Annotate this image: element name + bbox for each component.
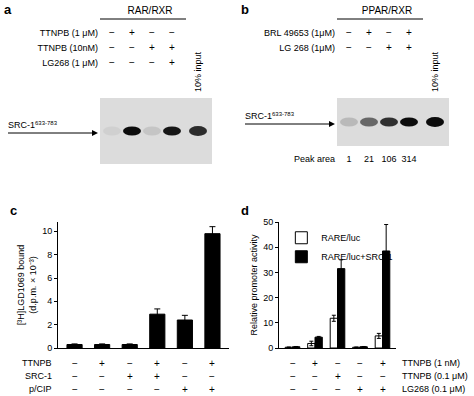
svg-text:SRC-1633-783: SRC-1633-783 [8,120,58,130]
svg-text:21: 21 [364,154,374,164]
svg-text:+: + [169,42,175,53]
svg-text:0: 0 [47,343,52,353]
svg-text:−: − [129,42,135,53]
svg-text:c: c [10,203,17,218]
svg-text:6: 6 [47,273,52,283]
svg-text:−: − [357,371,363,382]
svg-text:−: − [346,42,352,53]
svg-text:314: 314 [401,154,416,164]
svg-text:RARE/luc: RARE/luc [321,233,361,243]
svg-text:BRL 49653 (1μM): BRL 49653 (1μM) [264,28,335,38]
svg-text:−: − [182,371,188,382]
svg-text:SRC-1633-783: SRC-1633-783 [245,111,295,121]
svg-text:+: + [149,42,155,53]
svg-text:30: 30 [263,268,273,278]
svg-text:LG 268 (1μM): LG 268 (1μM) [279,43,335,53]
svg-text:−: − [290,371,296,382]
svg-text:−: − [312,384,318,395]
svg-text:40: 40 [263,242,273,252]
svg-text:−: − [346,27,352,38]
svg-text:+: + [312,358,318,369]
svg-text:−: − [290,384,296,395]
svg-text:+: + [209,384,215,395]
svg-text:SRC-1: SRC-1 [25,371,52,381]
svg-text:Relative promoter activity: Relative promoter activity [249,234,259,336]
svg-text:a: a [4,2,12,17]
svg-text:−: − [357,358,363,369]
svg-text:−: − [290,358,296,369]
svg-text:20: 20 [263,293,273,303]
svg-text:−: − [99,371,105,382]
svg-text:−: − [72,358,78,369]
svg-text:−: − [386,27,392,38]
svg-text:0: 0 [268,343,273,353]
svg-text:−: − [127,358,133,369]
svg-text:10% input: 10% input [193,51,203,92]
svg-text:−: − [149,27,155,38]
svg-text:TTNPB (1 nM): TTNPB (1 nM) [402,358,460,368]
svg-text:+: + [169,57,175,68]
svg-text:4: 4 [47,296,52,306]
svg-text:−: − [209,371,215,382]
svg-text:−: − [109,57,115,68]
svg-text:+: + [129,27,135,38]
svg-text:TTNPB (10nM): TTNPB (10nM) [37,43,98,53]
svg-text:+: + [154,358,160,369]
svg-text:b: b [241,2,249,17]
svg-text:−: − [109,42,115,53]
svg-text:+: + [380,384,386,395]
svg-text:+: + [209,358,215,369]
svg-text:RAR/RXR: RAR/RXR [127,5,172,16]
svg-text:LG268 (0.1 μM): LG268 (0.1 μM) [402,384,465,394]
svg-text:−: − [149,57,155,68]
svg-text:+: + [386,42,392,53]
svg-text:TTNPB (0.1 μM): TTNPB (0.1 μM) [402,371,468,381]
svg-text:LG268 (1 μM): LG268 (1 μM) [42,58,98,68]
svg-text:d: d [241,203,249,218]
svg-text:[³H]LGD1069 bound(d.p.m. × 10⁻: [³H]LGD1069 bound(d.p.m. × 10⁻³) [16,245,38,326]
svg-text:+: + [380,358,386,369]
svg-text:10: 10 [263,318,273,328]
svg-text:−: − [109,27,115,38]
svg-text:106: 106 [381,154,396,164]
svg-text:TTNPB: TTNPB [22,358,52,368]
svg-text:p/CIP: p/CIP [29,384,52,394]
svg-text:8: 8 [47,250,52,260]
svg-text:+: + [154,371,160,382]
svg-text:50: 50 [263,217,273,227]
svg-text:1: 1 [346,154,351,164]
svg-text:TTNPB (1 μM): TTNPB (1 μM) [40,28,98,38]
svg-text:+: + [127,371,133,382]
svg-text:+: + [406,42,412,53]
svg-text:+: + [99,358,105,369]
svg-text:+: + [335,371,341,382]
svg-text:−: − [72,384,78,395]
svg-text:−: − [129,57,135,68]
svg-text:−: − [154,384,160,395]
svg-text:−: − [335,358,341,369]
svg-text:10% input: 10% input [430,51,440,92]
svg-text:Peak area: Peak area [294,154,335,164]
svg-text:PPAR/RXR: PPAR/RXR [362,5,412,16]
svg-text:2: 2 [47,320,52,330]
svg-text:−: − [335,384,341,395]
svg-text:+: + [357,384,363,395]
svg-text:RARE/luc+SRC-1: RARE/luc+SRC-1 [321,252,392,262]
svg-text:−: − [312,371,318,382]
svg-text:−: − [366,42,372,53]
svg-text:−: − [127,384,133,395]
svg-text:+: + [182,384,188,395]
svg-text:+: + [366,27,372,38]
svg-text:+: + [406,27,412,38]
svg-text:10: 10 [42,226,52,236]
svg-text:−: − [380,371,386,382]
svg-text:−: − [169,27,175,38]
svg-text:−: − [182,358,188,369]
svg-text:−: − [99,384,105,395]
svg-text:−: − [72,371,78,382]
